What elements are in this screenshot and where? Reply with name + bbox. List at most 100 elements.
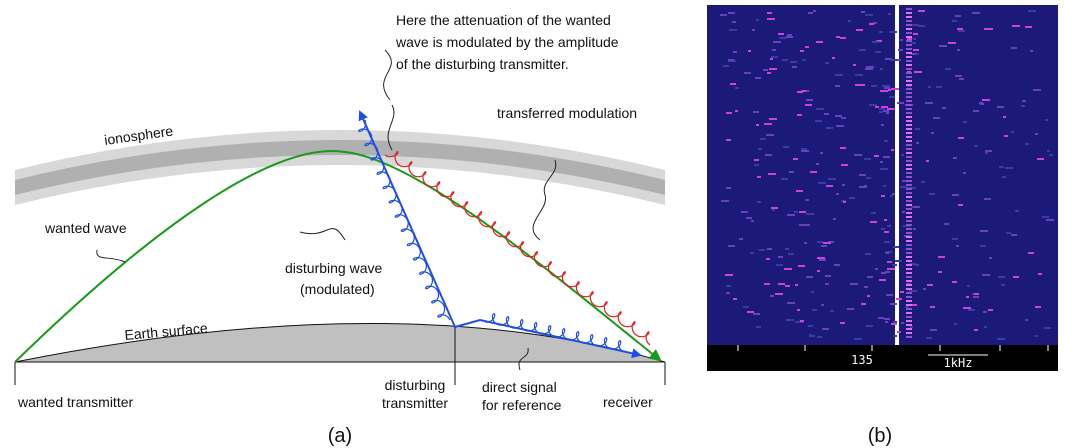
speckle <box>997 338 1005 340</box>
line-trace <box>906 12 912 14</box>
speckle <box>841 117 846 119</box>
speckle <box>794 211 798 213</box>
speckle <box>1021 105 1025 107</box>
speckle <box>765 154 772 156</box>
speckle <box>869 104 877 106</box>
line-trace <box>906 328 912 330</box>
speckle <box>929 193 935 195</box>
line-trace <box>906 172 912 174</box>
speckle <box>884 231 889 233</box>
speckle <box>783 146 789 148</box>
speckle <box>982 99 990 101</box>
line-trace <box>906 68 912 70</box>
speckle <box>793 158 798 160</box>
speckle <box>797 309 800 311</box>
speckle <box>1011 47 1017 49</box>
speckle <box>902 180 906 182</box>
speckle <box>792 66 797 68</box>
speckle <box>806 276 813 278</box>
speckle <box>985 150 992 152</box>
line-trace <box>906 264 912 266</box>
speckle <box>953 157 957 159</box>
carrier-line <box>895 5 899 345</box>
speckle <box>963 172 966 174</box>
speckle <box>1037 158 1044 160</box>
speckle <box>1047 150 1050 152</box>
speckle <box>952 238 958 240</box>
speckle <box>985 152 988 154</box>
line-trace <box>906 244 912 246</box>
speckle <box>855 84 858 86</box>
ionosphere-outer <box>15 130 665 205</box>
speckle <box>927 284 933 286</box>
speckle <box>760 138 766 140</box>
speckle <box>988 309 993 311</box>
speckle <box>926 160 929 162</box>
speckle <box>936 86 942 88</box>
speckle <box>865 253 871 255</box>
speckle <box>808 325 813 327</box>
label: Earth surface <box>124 320 209 343</box>
speckle <box>801 148 807 150</box>
speckle <box>958 30 965 32</box>
speckle <box>890 303 897 305</box>
speckle <box>871 85 877 87</box>
speckle <box>907 38 912 40</box>
line-trace <box>906 32 912 34</box>
speckle <box>880 161 883 163</box>
speckle <box>930 306 935 308</box>
speckle <box>859 49 866 51</box>
speckle <box>853 64 856 66</box>
speckle <box>818 182 826 184</box>
speckle <box>772 209 775 211</box>
line-trace <box>906 272 912 274</box>
speckle <box>720 14 727 16</box>
speckle <box>893 321 897 323</box>
speckle <box>735 110 738 112</box>
speckle <box>789 171 794 173</box>
speckle <box>769 68 777 70</box>
speckle <box>963 121 967 123</box>
speckle <box>875 51 881 53</box>
line-trace <box>906 24 912 26</box>
line-trace <box>906 140 912 142</box>
speckle <box>884 241 890 243</box>
speckle <box>816 163 819 165</box>
speckle <box>767 12 772 14</box>
speckle <box>893 246 899 248</box>
modulation-coil <box>358 119 451 321</box>
speckle <box>865 68 873 70</box>
speckle <box>842 184 845 186</box>
speckle <box>879 108 885 110</box>
wanted-wave <box>14 150 662 363</box>
label: transferred modulation <box>497 105 637 121</box>
speckle <box>957 28 963 30</box>
speckle <box>897 102 904 104</box>
line-trace <box>906 240 912 242</box>
line-trace <box>906 196 912 198</box>
speckle <box>1035 306 1041 308</box>
speckle <box>778 256 783 258</box>
speckle <box>821 304 824 306</box>
line-trace <box>906 156 912 158</box>
line-trace <box>906 248 912 250</box>
speckle <box>884 219 887 221</box>
speckle <box>872 41 879 43</box>
speckle <box>952 281 957 283</box>
speckle <box>938 256 945 258</box>
speckle <box>787 214 795 216</box>
speckle <box>900 39 903 41</box>
speckle <box>966 296 969 298</box>
speckle <box>859 174 866 176</box>
speckle <box>921 181 925 183</box>
speckle <box>989 257 992 259</box>
speckle <box>954 323 957 325</box>
label: disturbing <box>385 377 446 393</box>
speckle <box>785 248 789 250</box>
speckle <box>1003 116 1006 118</box>
speckle <box>773 41 781 43</box>
line-trace <box>906 232 912 234</box>
speckle <box>770 295 774 297</box>
speckle <box>973 296 979 298</box>
speckle <box>880 68 883 70</box>
